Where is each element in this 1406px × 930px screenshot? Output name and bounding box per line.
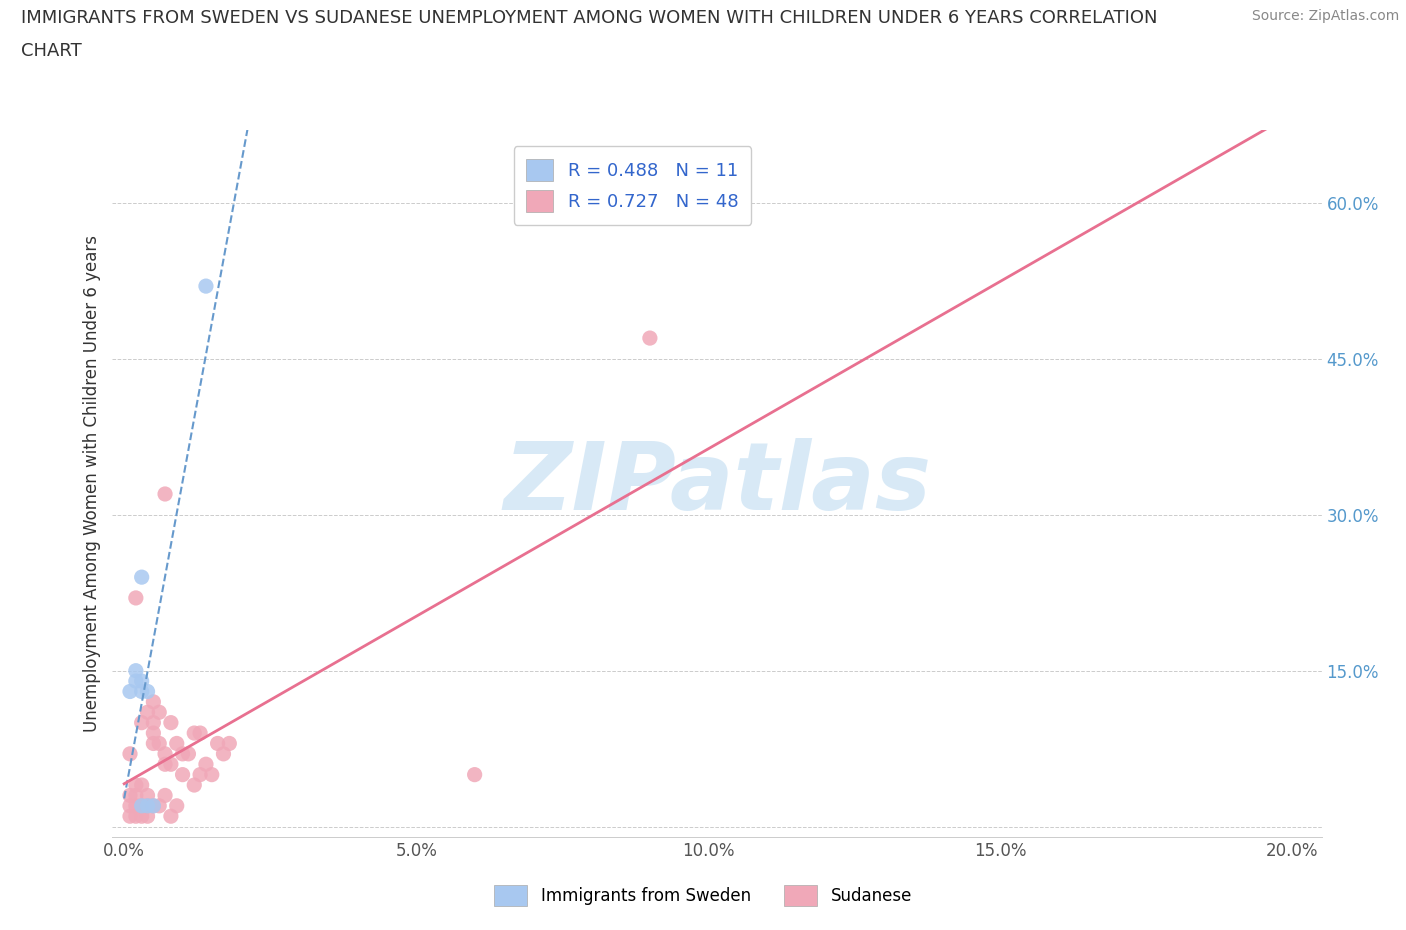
Point xyxy=(207,736,229,751)
Point xyxy=(131,673,153,688)
Point xyxy=(131,798,153,813)
Point xyxy=(153,747,176,762)
Point xyxy=(183,777,205,792)
Point xyxy=(142,725,165,740)
Point xyxy=(153,486,176,501)
Point xyxy=(131,715,153,730)
Point xyxy=(142,736,165,751)
Point xyxy=(131,777,153,792)
Point xyxy=(136,798,159,813)
Legend: R = 0.488   N = 11, R = 0.727   N = 48: R = 0.488 N = 11, R = 0.727 N = 48 xyxy=(513,146,751,225)
Point xyxy=(131,684,153,699)
Point xyxy=(148,798,170,813)
Point xyxy=(118,788,141,803)
Point xyxy=(118,809,141,824)
Point xyxy=(136,788,159,803)
Point xyxy=(638,331,661,346)
Point xyxy=(212,747,235,762)
Point xyxy=(131,570,153,585)
Text: ZIPatlas: ZIPatlas xyxy=(503,438,931,529)
Point xyxy=(136,684,159,699)
Point xyxy=(188,725,211,740)
Point xyxy=(125,809,148,824)
Point xyxy=(188,767,211,782)
Point xyxy=(160,757,183,772)
Point xyxy=(142,695,165,710)
Text: CHART: CHART xyxy=(21,42,82,60)
Point xyxy=(142,715,165,730)
Point xyxy=(118,684,141,699)
Point xyxy=(172,767,194,782)
Point xyxy=(125,673,148,688)
Point xyxy=(464,767,486,782)
Point xyxy=(125,777,148,792)
Point xyxy=(160,715,183,730)
Text: Source: ZipAtlas.com: Source: ZipAtlas.com xyxy=(1251,9,1399,23)
Point xyxy=(136,798,159,813)
Point xyxy=(183,725,205,740)
Point xyxy=(136,705,159,720)
Point xyxy=(153,757,176,772)
Point xyxy=(118,798,141,813)
Legend: Immigrants from Sweden, Sudanese: Immigrants from Sweden, Sudanese xyxy=(488,879,918,912)
Point xyxy=(125,591,148,605)
Point xyxy=(131,809,153,824)
Point xyxy=(125,798,148,813)
Point xyxy=(177,747,200,762)
Point xyxy=(142,798,165,813)
Point xyxy=(136,809,159,824)
Y-axis label: Unemployment Among Women with Children Under 6 years: Unemployment Among Women with Children U… xyxy=(83,235,101,732)
Point xyxy=(160,809,183,824)
Point xyxy=(118,747,141,762)
Point xyxy=(166,798,188,813)
Point xyxy=(218,736,240,751)
Point xyxy=(125,788,148,803)
Point xyxy=(201,767,224,782)
Text: IMMIGRANTS FROM SWEDEN VS SUDANESE UNEMPLOYMENT AMONG WOMEN WITH CHILDREN UNDER : IMMIGRANTS FROM SWEDEN VS SUDANESE UNEMP… xyxy=(21,9,1157,27)
Point xyxy=(142,798,165,813)
Point xyxy=(125,663,148,678)
Point xyxy=(148,705,170,720)
Point xyxy=(148,736,170,751)
Point xyxy=(166,736,188,751)
Point xyxy=(172,747,194,762)
Point xyxy=(153,788,176,803)
Point xyxy=(194,757,217,772)
Point xyxy=(194,279,217,294)
Point xyxy=(131,798,153,813)
